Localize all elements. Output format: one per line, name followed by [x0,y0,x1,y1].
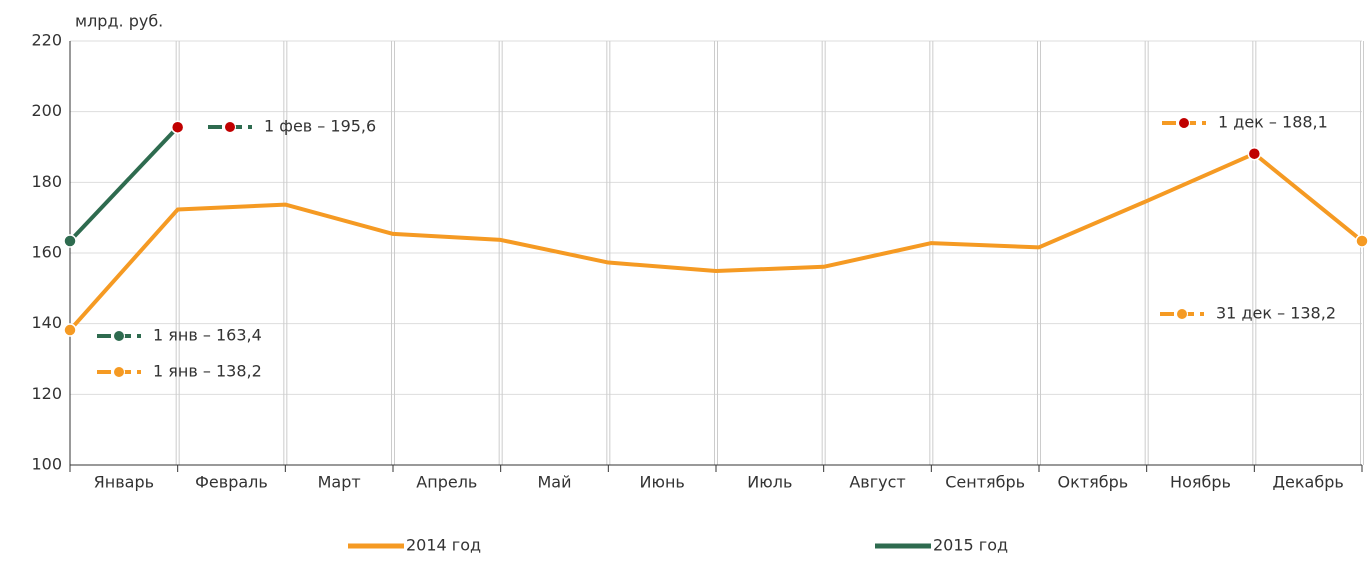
point-marker [1247,146,1262,161]
annotation-dot [113,366,125,378]
point-marker [1355,234,1369,248]
series-line [68,151,1364,332]
x-tick-label: Июль [747,473,792,492]
annotation-dot [1176,308,1188,320]
annotation-text: 1 дек – 188,1 [1218,113,1328,132]
legend-label: 2014 год [406,536,481,555]
x-tick-label: Май [537,473,571,492]
annotation-text: 1 янв – 138,2 [153,362,262,381]
point-marker [170,120,185,134]
point-marker [63,234,77,248]
y-tick-label: 180 [31,172,62,191]
y-tick-label: 160 [31,243,62,262]
annotation-text: 1 фев – 195,6 [264,117,376,136]
legend-label: 2015 год [933,536,1008,555]
x-tick-label: Март [318,473,361,492]
x-tick-label: Июнь [640,473,685,492]
annotation-dot [224,121,236,133]
x-tick-label: Сентябрь [945,473,1025,492]
x-tick-label: Апрель [416,473,477,492]
annotation-text: 31 дек – 138,2 [1216,304,1336,323]
series-line [68,125,180,243]
y-tick-label: 100 [31,455,62,474]
x-tick-label: Октябрь [1058,473,1129,492]
y-tick-label: 120 [31,384,62,403]
annotation-text: 1 янв – 163,4 [153,326,262,345]
y-axis-label: млрд. руб. [75,12,163,31]
y-tick-label: 140 [31,313,62,332]
x-tick-label: Декабрь [1273,473,1344,492]
point-marker [63,323,77,337]
x-tick-label: Январь [94,473,154,492]
annotation-dot [113,330,125,342]
x-tick-label: Февраль [195,473,268,492]
annotation-dot [1178,117,1190,129]
x-tick-label: Ноябрь [1170,473,1231,492]
x-tick-label: Август [849,473,905,492]
y-tick-label: 200 [31,101,62,120]
y-tick-label: 220 [31,31,62,50]
